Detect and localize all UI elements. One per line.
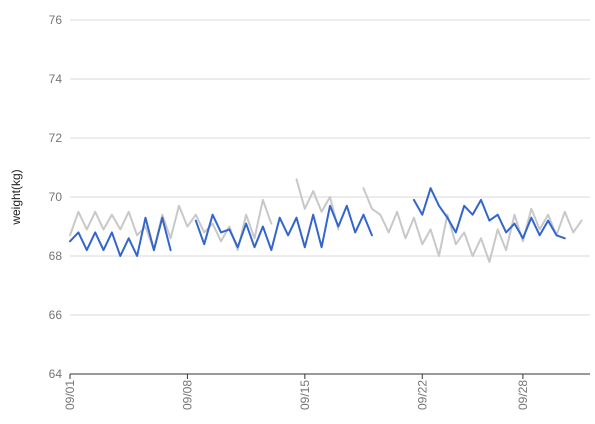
x-tick-label: 09/28 xyxy=(516,380,530,410)
series-lines xyxy=(69,178,583,263)
y-tick-label: 76 xyxy=(49,13,63,27)
x-tick-label: 09/01 xyxy=(63,380,77,410)
y-axis-ticks: 64 66 68 70 72 74 76 xyxy=(49,13,63,381)
gray-series-line-1 xyxy=(69,198,273,252)
blue-series-line-2 xyxy=(194,204,373,252)
x-axis-ticks: 09/01 09/08 09/15 09/22 09/28 xyxy=(63,374,530,410)
y-tick-label: 74 xyxy=(49,72,63,86)
blue-series-line-1 xyxy=(69,216,172,257)
y-axis-label: weight(kg) xyxy=(9,169,23,225)
y-tick-label: 72 xyxy=(49,131,63,145)
y-tick-label: 64 xyxy=(49,367,63,381)
gray-series-line-2 xyxy=(295,178,340,231)
x-tick-label: 09/15 xyxy=(298,380,312,410)
gridlines xyxy=(70,19,590,316)
blue-series-line-3 xyxy=(412,187,566,240)
x-tick-label: 09/22 xyxy=(415,380,429,410)
y-tick-label: 70 xyxy=(49,190,63,204)
gray-series-line-3 xyxy=(362,187,583,263)
x-tick-label: 09/08 xyxy=(180,380,194,410)
y-tick-label: 66 xyxy=(49,308,63,322)
y-tick-label: 68 xyxy=(49,249,63,263)
